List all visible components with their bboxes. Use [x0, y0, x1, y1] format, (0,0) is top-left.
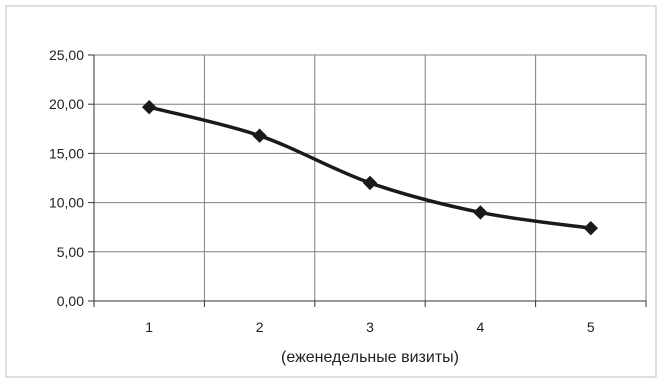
x-axis-title: (еженедельные визиты)	[281, 349, 459, 366]
axes	[88, 54, 647, 307]
x-tick-label: 3	[366, 319, 374, 335]
y-tick-label: 20,00	[49, 96, 84, 112]
chart-frame	[5, 5, 657, 378]
y-tick-label: 0,00	[57, 293, 84, 309]
y-tick-label: 25,00	[49, 47, 84, 63]
y-tick-labels: 0,00 5,00 10,00 15,00 20,00 25,00	[49, 47, 84, 309]
x-tick-label: 5	[587, 319, 595, 335]
x-tick-label: 1	[145, 319, 153, 335]
data-point-marker	[362, 175, 378, 191]
data-point-marker	[583, 220, 599, 236]
x-tick-label: 4	[477, 319, 485, 335]
x-tick-label: 2	[256, 319, 264, 335]
data-point-marker	[252, 128, 267, 143]
data-point-marker	[473, 205, 488, 220]
x-tick-labels: 1 2 3 4 5	[145, 319, 595, 335]
y-tick-label: 10,00	[49, 195, 84, 211]
gridlines	[94, 54, 647, 301]
data-point-marker	[141, 99, 157, 115]
y-tick-label: 15,00	[49, 145, 84, 161]
series-layer	[141, 99, 599, 236]
y-tick-label: 5,00	[57, 244, 84, 260]
